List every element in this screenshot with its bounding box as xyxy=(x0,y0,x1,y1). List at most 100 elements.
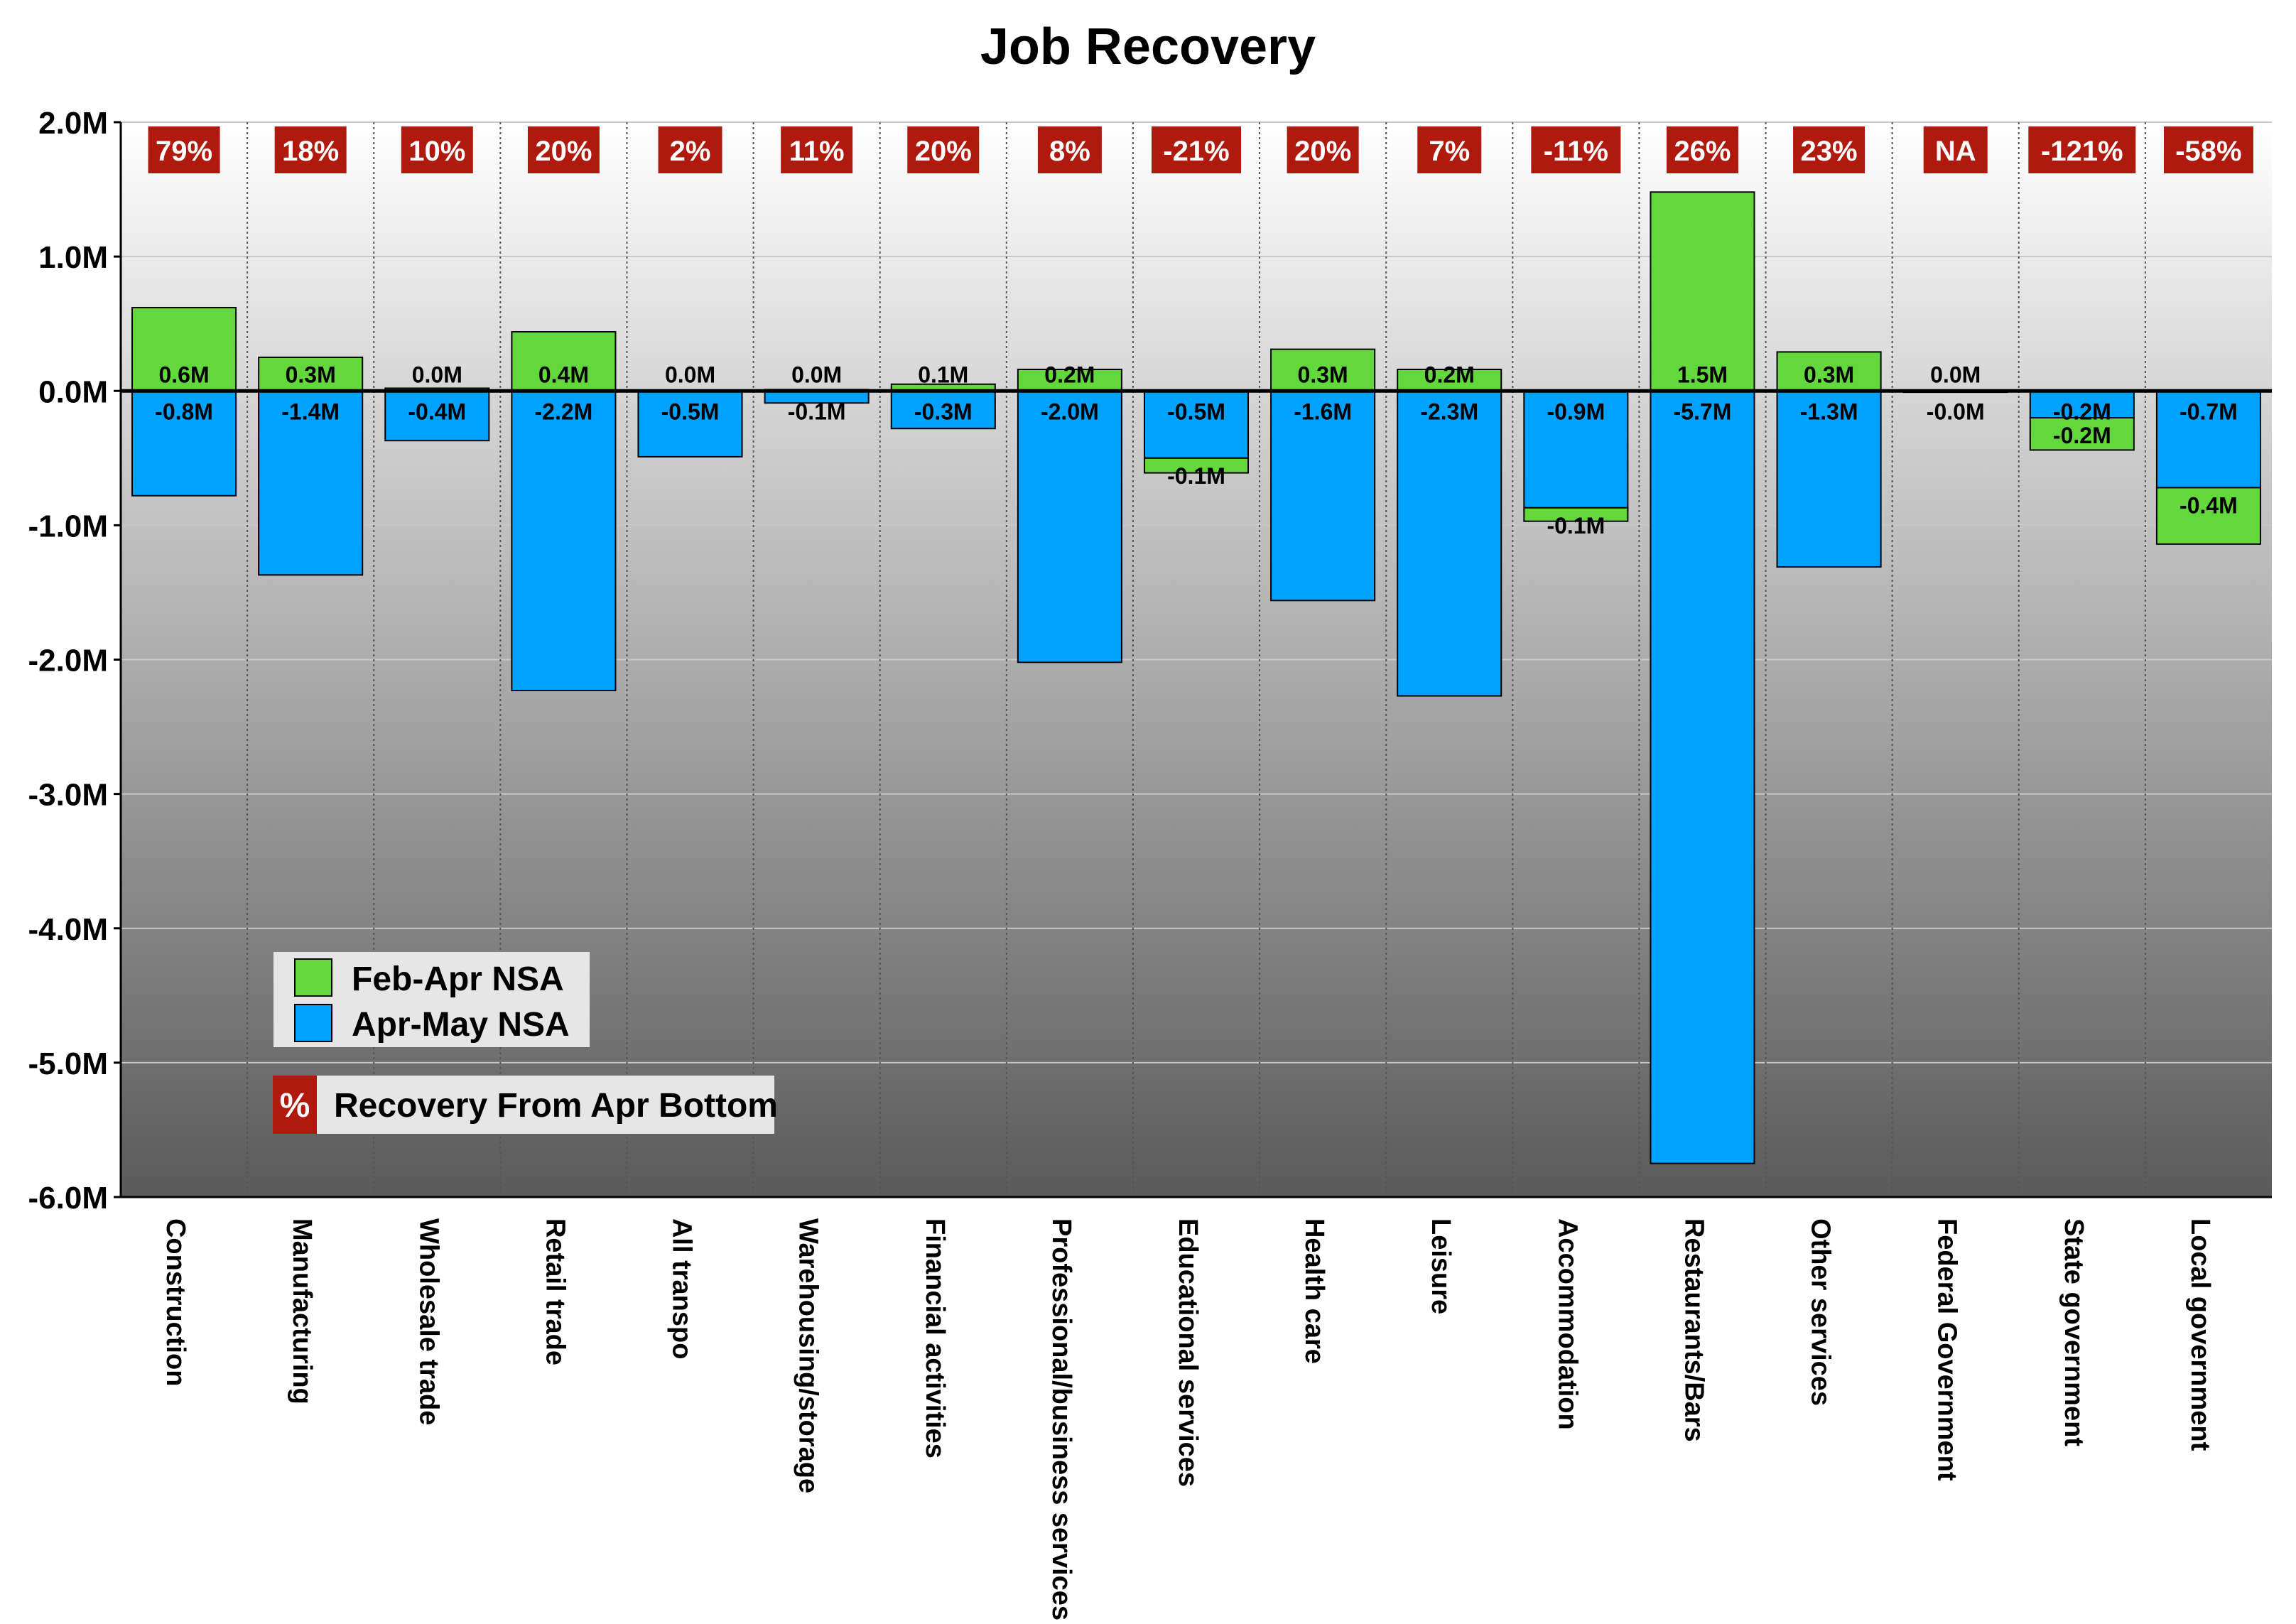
recovery-pct-label: 23% xyxy=(1801,136,1858,167)
x-category-label: Other services xyxy=(1806,1218,1836,1406)
value-label-apr-may: -2.3M xyxy=(1420,399,1478,424)
legend-pct-label: Recovery From Apr Bottom xyxy=(334,1087,778,1125)
recovery-pct-label: 20% xyxy=(1294,136,1351,167)
y-tick-label: 0.0M xyxy=(38,374,108,409)
bar-apr-may xyxy=(1776,390,1882,568)
y-tick-label: -6.0M xyxy=(28,1181,108,1216)
y-tick-label: 2.0M xyxy=(38,106,108,141)
value-label-feb-apr: 0.2M xyxy=(1424,362,1475,387)
bar-apr-may xyxy=(1397,390,1502,697)
value-label-feb-apr: -0.4M xyxy=(2179,492,2238,518)
value-label-apr-may: -5.7M xyxy=(1674,399,1732,424)
bar-apr-may xyxy=(511,390,617,691)
value-label-feb-apr: 0.2M xyxy=(1044,362,1095,387)
recovery-pct-label: 8% xyxy=(1049,136,1090,167)
recovery-pct-badge xyxy=(658,126,722,173)
value-label-apr-may: -1.6M xyxy=(1294,399,1352,424)
recovery-pct-badge xyxy=(1152,126,1241,173)
x-category-label: Retail trade xyxy=(540,1218,570,1365)
value-label-feb-apr: 0.6M xyxy=(158,362,209,387)
bar-feb-apr xyxy=(1270,348,1376,392)
x-category-label: All transpo xyxy=(667,1218,697,1359)
bar-feb-apr xyxy=(511,331,617,392)
x-category-label: Leisure xyxy=(1426,1218,1456,1314)
value-label-apr-may: -0.0M xyxy=(1927,399,1985,424)
legend-swatch-feb-apr xyxy=(294,958,332,997)
value-label-feb-apr: 0.3M xyxy=(1804,362,1854,387)
x-category-label: Federal Government xyxy=(1932,1218,1962,1481)
value-label-feb-apr: 0.0M xyxy=(791,362,842,387)
bar-apr-may xyxy=(258,390,364,576)
recovery-pct-label: 11% xyxy=(789,136,845,167)
recovery-pct-label: 7% xyxy=(1429,136,1470,167)
legend-pct-swatch xyxy=(273,1076,317,1134)
x-category-label: State government xyxy=(2059,1218,2089,1446)
x-category-label: Health care xyxy=(1299,1218,1329,1364)
y-axis-ticks: 2.0M 1.0M 0.0M -1.0M -2.0M -3.0M -4.0M -5.0M -6.… xyxy=(28,106,121,1216)
x-category-label: Financial activities xyxy=(920,1218,950,1458)
x-category-label: Accommodation xyxy=(1552,1218,1582,1430)
value-label-apr-may: -0.3M xyxy=(914,399,973,424)
value-labels: 0.6M -0.8M 0.3M -1.4M 0.0M -0.4M 0.4M -2.2M 0.0M… xyxy=(155,362,2238,538)
bar-apr-may xyxy=(384,390,490,442)
y-tick-label: -1.0M xyxy=(28,509,108,543)
recovery-pct-badge xyxy=(1923,126,1988,173)
recovery-pct-label: -58% xyxy=(2175,136,2241,167)
recovery-pct-badge xyxy=(1531,126,1621,173)
recovery-pct-badge xyxy=(401,126,473,173)
legend-pct-symbol: % xyxy=(280,1087,310,1125)
recovery-pct-badge xyxy=(148,126,220,173)
value-label-feb-apr: -0.2M xyxy=(2053,423,2111,448)
x-axis-categories: Construction Manufacturing Wholesale trade… xyxy=(161,1218,2215,1620)
y-tick-label: -3.0M xyxy=(28,778,108,813)
y-tick-label: -5.0M xyxy=(28,1046,108,1081)
legend-pct-box xyxy=(273,1076,774,1134)
bar-feb-apr xyxy=(1523,507,1629,522)
x-category-label: Local government xyxy=(2185,1218,2215,1451)
value-label-apr-may: -0.9M xyxy=(1547,399,1605,424)
recovery-pct-label: -21% xyxy=(1163,136,1229,167)
recovery-pct-badge xyxy=(907,126,980,173)
value-label-feb-apr: 0.0M xyxy=(1930,362,1981,387)
chart-title: Job Recovery xyxy=(980,18,1316,75)
bar-feb-apr xyxy=(1650,191,1755,392)
value-label-feb-apr: 0.3M xyxy=(1298,362,1348,387)
value-label-feb-apr: -0.1M xyxy=(1167,463,1225,489)
bar-apr-may xyxy=(131,390,237,497)
value-label-apr-may: -1.3M xyxy=(1800,399,1858,424)
bar-apr-may xyxy=(1523,390,1629,509)
bar-feb-apr xyxy=(1776,351,1882,392)
recovery-pct-label: 20% xyxy=(535,136,592,167)
recovery-pct-badge xyxy=(527,126,600,173)
value-label-apr-may: -0.5M xyxy=(1167,399,1225,424)
recovery-pct-label: 26% xyxy=(1674,136,1731,167)
value-label-feb-apr: 0.1M xyxy=(918,362,968,387)
legend-label-apr-may: Apr-May NSA xyxy=(352,1006,570,1044)
recovery-pct-badge xyxy=(1417,126,1482,173)
value-label-apr-may: -0.7M xyxy=(2179,399,2238,424)
recovery-pct-label: -11% xyxy=(1544,136,1608,167)
legend-swatch-apr-may xyxy=(294,1004,332,1042)
recovery-pct-label: 2% xyxy=(670,136,711,167)
x-category-label: Wholesale trade xyxy=(413,1218,443,1425)
value-label-apr-may: -2.0M xyxy=(1041,399,1099,424)
value-label-apr-may: -0.2M xyxy=(2053,399,2111,424)
recovery-pct-label: NA xyxy=(1935,136,1976,167)
bar-apr-may xyxy=(1650,390,1755,1164)
recovery-pct-label: 10% xyxy=(408,136,465,167)
recovery-pct-label: 18% xyxy=(282,136,339,167)
recovery-pct-badges: 79% 18% 10% 20% 2% 11% 20% 8% -21% 20% 7% -11% 26% 23… xyxy=(148,126,2253,173)
x-category-label: Warehousing/storage xyxy=(794,1218,823,1493)
value-label-feb-apr: 0.0M xyxy=(412,362,462,387)
y-tick-label: -2.0M xyxy=(28,644,108,678)
x-category-label: Restaurants/Bars xyxy=(1679,1218,1709,1442)
bar-apr-may xyxy=(890,390,996,430)
recovery-pct-badge xyxy=(781,126,853,173)
bar-feb-apr xyxy=(2155,487,2261,545)
legend: Feb-Apr NSA Apr-May NSA % Recovery From … xyxy=(273,952,778,1134)
value-label-feb-apr: 0.0M xyxy=(665,362,715,387)
bar-feb-apr xyxy=(1143,457,1250,474)
x-category-label: Manufacturing xyxy=(287,1218,317,1404)
x-category-label: Construction xyxy=(161,1218,190,1386)
recovery-pct-label: 20% xyxy=(915,136,972,167)
